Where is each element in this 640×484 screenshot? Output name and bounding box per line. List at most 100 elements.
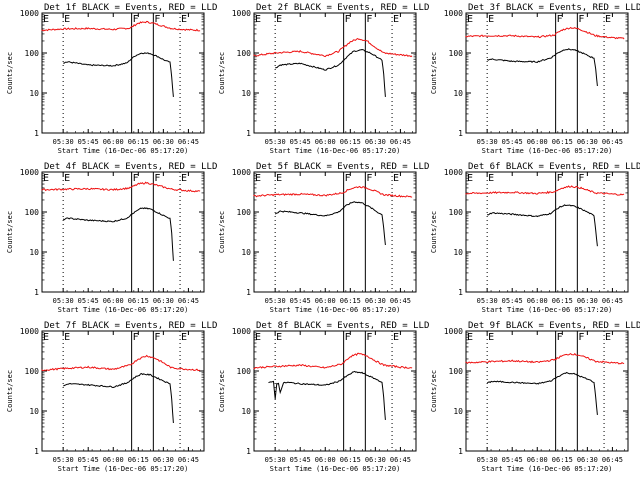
marker-label: E — [393, 14, 399, 25]
x-tick-label: 05:45 — [290, 297, 311, 305]
y-tick-label: 100 — [449, 208, 464, 217]
x-tick-label: 06:15 — [128, 297, 149, 305]
marker-label: E — [255, 173, 261, 184]
events-series-line — [486, 48, 598, 87]
y-tick-label: 1000 — [232, 168, 251, 177]
marker-label: F — [366, 14, 372, 25]
y-tick-label: 100 — [237, 208, 252, 217]
x-tick-label: 05:45 — [290, 456, 311, 464]
lld-series-line — [253, 38, 413, 58]
y-axis-label: Counts/sec — [6, 211, 14, 253]
marker-label: F — [366, 332, 372, 343]
y-tick-label: 1000 — [444, 327, 463, 336]
x-tick-label: 05:45 — [78, 138, 99, 146]
marker-label: E — [255, 14, 261, 25]
events-series-line — [487, 204, 598, 247]
x-tick-label: 06:00 — [527, 138, 548, 146]
marker-label: F — [345, 332, 351, 343]
x-tick-label: 05:30 — [265, 138, 286, 146]
x-tick-label: 06:30 — [365, 138, 386, 146]
panel-det-1f: Det 1f BLACK = Events, RED = LLD 1 10 100 10… — [6, 3, 217, 155]
x-axis-label: Start Time (16-Dec-06 05:17:20) — [482, 147, 613, 155]
y-axis-label: Counts/sec — [6, 370, 14, 412]
panel-det-5f: Det 5f BLACK = Events, RED = LLD 1 10 100 10… — [218, 162, 429, 314]
marker-label: E — [181, 332, 187, 343]
plot-frame — [253, 171, 417, 293]
marker-label: E — [181, 14, 187, 25]
y-axis-label: Counts/sec — [430, 52, 438, 94]
panel-det-9f: Det 9f BLACK = Events, RED = LLD 1 10 100 10… — [430, 321, 640, 473]
x-axis-label: Start Time (16-Dec-06 05:17:20) — [270, 465, 401, 473]
y-tick-label: 1000 — [20, 9, 39, 18]
panel-det-8f: Det 8f BLACK = Events, RED = LLD 1 10 100 10… — [218, 321, 429, 473]
panel-det-3f: Det 3f BLACK = Events, RED = LLD 1 10 100 10… — [430, 3, 640, 155]
marker-label: F — [557, 332, 563, 343]
marker-label: E — [255, 332, 261, 343]
x-tick-label: 05:45 — [78, 456, 99, 464]
marker-label: E — [276, 14, 282, 25]
y-tick-label: 100 — [25, 49, 40, 58]
x-tick-label: 05:45 — [502, 456, 523, 464]
x-tick-label: 05:30 — [265, 456, 286, 464]
y-tick-label: 100 — [449, 49, 464, 58]
x-tick-label: 06:15 — [340, 138, 361, 146]
x-tick-label: 06:15 — [552, 297, 573, 305]
panel-det-2f: Det 2f BLACK = Events, RED = LLD 1 10 100 10… — [218, 3, 429, 155]
y-tick-label: 1 — [246, 447, 251, 456]
lld-series-line — [253, 352, 413, 370]
y-tick-label: 100 — [25, 208, 40, 217]
plot-frame — [41, 171, 205, 293]
panel-title: Det 8f BLACK = Events, RED = LLD — [256, 321, 429, 331]
lld-series-line — [41, 354, 201, 372]
x-tick-label: 05:30 — [53, 138, 74, 146]
x-axis-label: Start Time (16-Dec-06 05:17:20) — [58, 465, 189, 473]
y-tick-label: 10 — [453, 407, 463, 416]
x-tick-label: 06:45 — [390, 297, 411, 305]
x-tick-label: 06:15 — [340, 297, 361, 305]
y-tick-label: 1 — [458, 288, 463, 297]
marker-label: F — [366, 173, 372, 184]
x-axis-label: Start Time (16-Dec-06 05:17:20) — [482, 465, 613, 473]
y-tick-label: 1 — [34, 288, 39, 297]
x-axis-label: Start Time (16-Dec-06 05:17:20) — [482, 306, 613, 314]
lld-series-line — [41, 181, 201, 193]
panel-title: Det 2f BLACK = Events, RED = LLD — [256, 3, 429, 13]
marker-label: E — [64, 173, 70, 184]
x-tick-label: 05:30 — [477, 297, 498, 305]
marker-label: F — [345, 173, 351, 184]
panel-title: Det 5f BLACK = Events, RED = LLD — [256, 162, 429, 172]
y-tick-label: 1000 — [20, 327, 39, 336]
marker-label: F — [154, 14, 160, 25]
y-tick-label: 1000 — [444, 168, 463, 177]
panel-det-6f: Det 6f BLACK = Events, RED = LLD 1 10 100 10… — [430, 162, 640, 314]
x-tick-label: 05:30 — [265, 297, 286, 305]
panel-title: Det 7f BLACK = Events, RED = LLD — [44, 321, 217, 331]
y-tick-label: 100 — [449, 367, 464, 376]
x-tick-label: 06:30 — [577, 297, 598, 305]
x-axis-label: Start Time (16-Dec-06 05:17:20) — [58, 147, 189, 155]
events-series-line — [62, 207, 174, 261]
y-tick-label: 10 — [453, 89, 463, 98]
y-tick-label: 1 — [34, 447, 39, 456]
x-tick-label: 05:45 — [290, 138, 311, 146]
plot-frame — [41, 12, 205, 134]
x-tick-label: 06:45 — [602, 297, 623, 305]
lld-series-line — [41, 20, 201, 32]
x-tick-label: 05:30 — [53, 456, 74, 464]
y-tick-label: 10 — [241, 407, 251, 416]
y-tick-label: 10 — [241, 248, 251, 257]
marker-label: E — [605, 332, 611, 343]
x-axis-label: Start Time (16-Dec-06 05:17:20) — [270, 147, 401, 155]
events-series-line — [63, 52, 174, 97]
marker-label: E — [488, 14, 494, 25]
marker-label: F — [154, 173, 160, 184]
x-tick-label: 06:30 — [365, 297, 386, 305]
y-axis-label: Counts/sec — [430, 370, 438, 412]
x-tick-label: 06:30 — [577, 138, 598, 146]
x-tick-label: 06:45 — [178, 456, 199, 464]
marker-label: E — [488, 173, 494, 184]
marker-label: E — [605, 14, 611, 25]
y-tick-label: 1 — [246, 288, 251, 297]
